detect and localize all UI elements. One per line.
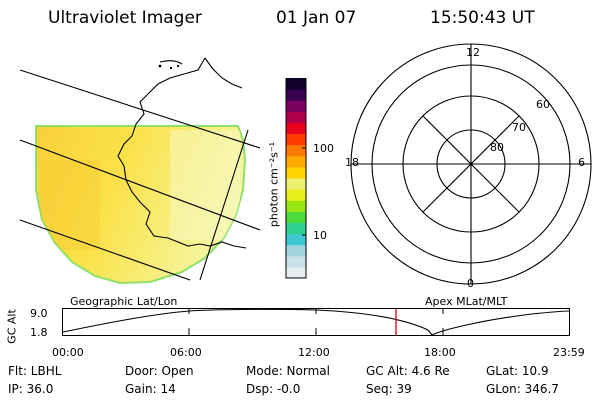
header-time: 15:50:43 UT [430, 8, 535, 28]
y-min-label: 1.8 [30, 326, 48, 339]
y-max-label: 9.0 [30, 307, 48, 320]
altitude-curve [62, 308, 570, 336]
colorbar-cell [286, 255, 306, 268]
colorbar-tick-100: 100 [313, 142, 334, 155]
colorbar-tick-10: 10 [313, 229, 327, 242]
colorbar-cell [286, 200, 306, 212]
coast-islands [158, 64, 180, 70]
instrument-title: Ultraviolet Imager [48, 8, 202, 28]
colorbar-cell [286, 266, 306, 279]
gc-alt-value: GC Alt: 4.6 Re [366, 364, 450, 378]
colorbar-cell [286, 122, 306, 135]
colorbar-cell [286, 78, 306, 90]
colorbar [285, 78, 307, 279]
gain-value: Gain: 14 [125, 382, 176, 396]
colorbar-cell [286, 155, 306, 168]
grid-and-coastlines [19, 57, 260, 281]
gc-alt-axis-label: GC Alt [5, 309, 19, 344]
x-tick-0000: 00:00 [52, 346, 84, 359]
apex-mlat-mlt-title: Apex MLat/MLT [425, 295, 508, 308]
colorbar-cell [286, 178, 306, 190]
polar-lat-80: 80 [490, 141, 504, 154]
x-tick-2359: 23:59 [553, 346, 585, 359]
colorbar-cell [286, 189, 306, 201]
x-tick-1200: 12:00 [298, 346, 330, 359]
polar-plot [350, 43, 592, 285]
polar-hour-6: 6 [578, 156, 585, 169]
polar-hour-12: 12 [466, 46, 480, 59]
colorbar-cell [286, 100, 306, 112]
seq-value: Seq: 39 [366, 382, 412, 396]
x-tick-1800: 18:00 [424, 346, 456, 359]
polar-hour-18: 18 [345, 156, 359, 169]
polar-hour-0: 0 [467, 277, 474, 290]
colorbar-cell [286, 211, 306, 223]
colorbar-cell [286, 133, 306, 146]
colorbar-cell [286, 111, 306, 123]
colorbar-cell [286, 244, 306, 257]
glat-value: GLat: 10.9 [486, 364, 549, 378]
colorbar-cell [286, 89, 306, 101]
geographic-latlon-title: Geographic Lat/Lon [70, 295, 178, 308]
door-value: Door: Open [125, 364, 194, 378]
filter-value: Flt: LBHL [8, 364, 62, 378]
polar-lat-70: 70 [512, 121, 526, 134]
altitude-timeline-plot [62, 308, 570, 336]
mode-value: Mode: Normal [246, 364, 330, 378]
auroral-image [35, 125, 247, 285]
colorbar-cell [286, 144, 306, 157]
glon-value: GLon: 346.7 [486, 382, 559, 396]
colorbar-unit-label: photon cm⁻²s⁻¹ [267, 141, 281, 228]
header-date: 01 Jan 07 [276, 8, 357, 28]
ip-value: IP: 36.0 [8, 382, 54, 396]
colorbar-scale [286, 78, 306, 279]
colorbar-cell [286, 233, 306, 246]
colorbar-cell [286, 222, 306, 235]
colorbar-cell [286, 166, 306, 179]
dsp-value: Dsp: -0.0 [246, 382, 301, 396]
polar-lat-60: 60 [536, 98, 550, 111]
uv-image-map [19, 57, 260, 285]
x-tick-0600: 06:00 [170, 346, 202, 359]
